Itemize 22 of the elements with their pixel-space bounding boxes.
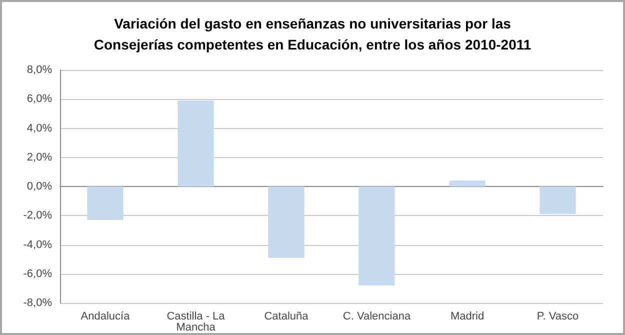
y-tick-label: 4,0% (26, 122, 52, 134)
bar (449, 180, 486, 186)
x-tick-label: Cataluña (264, 310, 310, 322)
bar (358, 186, 395, 286)
y-tick-label: 6,0% (26, 93, 52, 106)
y-tick-label: 2,0% (26, 151, 52, 164)
x-tick-label: C. Valenciana (342, 310, 412, 322)
y-tick-label: 8,0% (26, 64, 52, 76)
y-tick-label: -6,0% (23, 268, 52, 280)
bar (87, 186, 124, 220)
bar (268, 186, 304, 258)
x-tick-label: Madrid (450, 310, 484, 322)
y-tick-label: -2,0% (23, 210, 52, 222)
x-tick-label: Castilla - La Mancha (166, 310, 226, 334)
y-tick-label: 0,0% (26, 180, 52, 192)
bar (540, 186, 576, 214)
chart-title: Variación del gasto en enseñanzas no universitarias por las Consejerías competentes en Educación, entre los años 2010-2011 (94, 16, 532, 52)
y-tick-label: -8,0% (23, 297, 52, 309)
x-tick-label: Andalucía (80, 310, 131, 322)
bar (178, 100, 214, 186)
y-tick-label: -4,0% (23, 238, 52, 251)
x-tick-label: P. Vasco (536, 310, 579, 322)
